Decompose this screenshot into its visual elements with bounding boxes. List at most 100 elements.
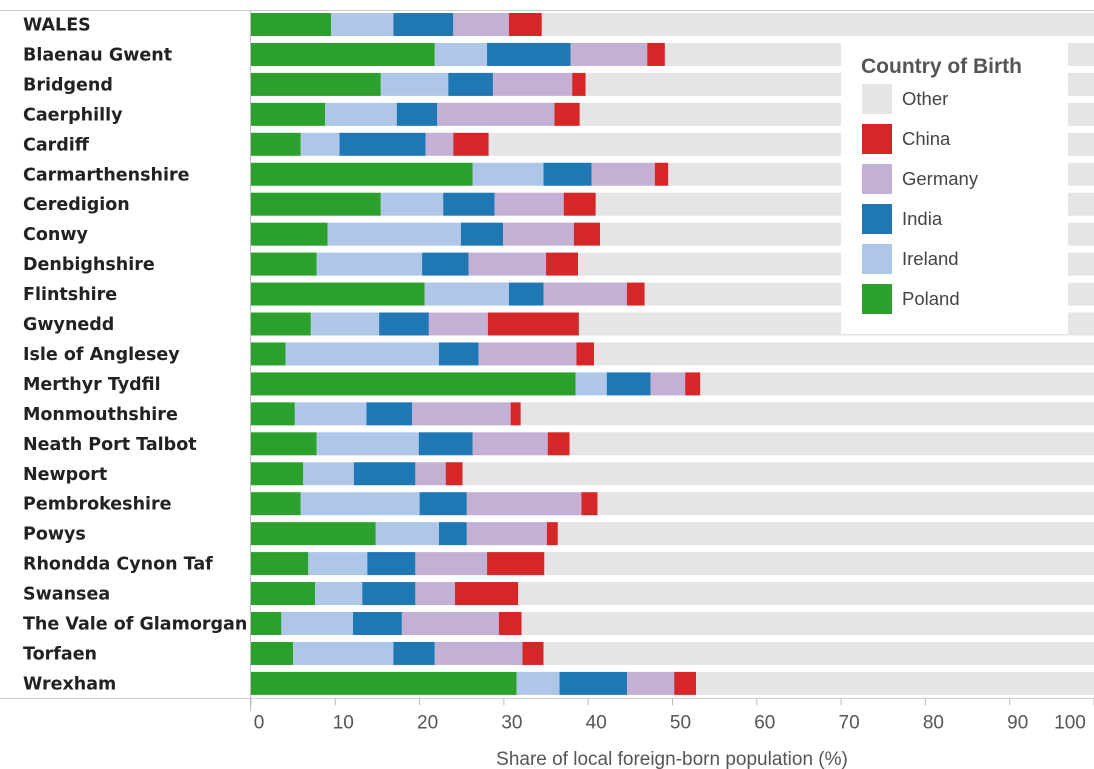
- category-label-the-vale-of-glamorgan: The Vale of Glamorgan: [23, 615, 247, 635]
- bar-segment-poland-gwynedd: [251, 312, 311, 336]
- legend-label-poland: Poland: [902, 288, 960, 309]
- bar-segment-germany-neath-port-talbot: [472, 432, 548, 456]
- bar-segment-poland-pembrokeshire: [251, 492, 301, 516]
- category-label-caerphilly: Caerphilly: [23, 105, 123, 125]
- category-label-conwy: Conwy: [23, 225, 88, 245]
- bar-segment-poland-caerphilly: [251, 102, 326, 126]
- bar-segment-germany-caerphilly: [437, 102, 555, 126]
- bar-segment-india-merthyr-tydfil: [606, 372, 651, 396]
- legend-label-other: Other: [902, 88, 948, 109]
- category-label-bridgend: Bridgend: [23, 75, 113, 95]
- bar-segment-poland-the-vale-of-glamorgan: [251, 612, 282, 635]
- bar-segment-china-gwynedd: [487, 312, 579, 336]
- category-labels: WALES Blaenau Gwent Bridgend Caerphilly Card…: [23, 16, 247, 695]
- bar-segment-china-merthyr-tydfil: [685, 372, 701, 396]
- bar-segment-india-ceredigion: [443, 192, 495, 216]
- bar-segment-india-wales: [393, 13, 454, 36]
- bar-segment-other-monmouthshire: [520, 402, 1094, 426]
- bar-segment-other-neath-port-talbot: [569, 432, 1094, 456]
- bar-segment-india-denbighshire: [422, 252, 469, 276]
- bar-segment-china-bridgend: [572, 72, 586, 96]
- bar-segment-india-torfaen: [393, 641, 435, 665]
- legend-swatch-china: [862, 124, 892, 154]
- legend-title: Country of Birth: [861, 55, 1022, 78]
- bar-segment-germany-monmouthshire: [412, 402, 511, 426]
- bar-segment-india-gwynedd: [379, 312, 429, 336]
- category-label-torfaen: Torfaen: [23, 644, 97, 664]
- bar-segment-poland-powys: [251, 522, 376, 546]
- bar-segment-poland-rhondda-cynon-taf: [251, 552, 309, 576]
- bar-segment-poland-wales: [251, 13, 332, 36]
- category-label-cardiff: Cardiff: [23, 135, 90, 155]
- bar-segment-ireland-bridgend: [380, 72, 449, 96]
- bar-segment-poland-denbighshire: [251, 252, 317, 276]
- bar-segment-ireland-cardiff: [300, 132, 340, 156]
- bar-segment-india-wrexham: [559, 671, 627, 695]
- bar-segment-poland-torfaen: [251, 641, 294, 665]
- bar-segment-china-flintshire: [626, 282, 645, 306]
- category-label-carmarthenshire: Carmarthenshire: [23, 165, 190, 185]
- bar-segment-india-caerphilly: [396, 102, 438, 126]
- category-label-merthyr-tydfil: Merthyr Tydfil: [23, 375, 161, 395]
- bar-segment-china-carmarthenshire: [654, 162, 669, 186]
- bar-segment-china-cardiff: [453, 132, 489, 156]
- bar-segment-other-the-vale-of-glamorgan: [521, 612, 1094, 635]
- bar-segment-ireland-the-vale-of-glamorgan: [281, 612, 353, 635]
- bar-segment-germany-wrexham: [626, 671, 675, 695]
- category-label-blaenau-gwent: Blaenau Gwent: [23, 45, 172, 65]
- bar-segment-china-denbighshire: [546, 252, 579, 276]
- x-tick-label-90: 90: [1007, 712, 1028, 733]
- bar-segment-poland-swansea: [251, 582, 316, 606]
- bar-segment-germany-isle-of-anglesey: [478, 342, 577, 366]
- bar-segment-ireland-flintshire: [424, 282, 509, 306]
- bar-segment-poland-wrexham: [251, 671, 517, 695]
- bar-segment-germany-gwynedd: [428, 312, 488, 336]
- bar-segment-ireland-gwynedd: [310, 312, 380, 336]
- bar-segment-ireland-isle-of-anglesey: [285, 342, 439, 366]
- category-label-gwynedd: Gwynedd: [23, 315, 114, 335]
- bar-segment-ireland-merthyr-tydfil: [575, 372, 607, 396]
- bar-segment-ireland-wales: [331, 13, 394, 36]
- legend-swatch-germany: [862, 164, 892, 194]
- bar-segment-germany-merthyr-tydfil: [650, 372, 686, 396]
- category-label-ceredigion: Ceredigion: [23, 195, 130, 215]
- bar-segment-china-neath-port-talbot: [547, 432, 570, 456]
- legend: Country of Birth Other China Germany India I…: [841, 38, 1068, 334]
- bar-segment-other-swansea: [518, 582, 1094, 606]
- bar-segment-ireland-monmouthshire: [294, 402, 367, 426]
- x-tick-label-0: 0: [254, 712, 265, 733]
- bar-segment-poland-conwy: [251, 222, 328, 246]
- bar-segment-china-the-vale-of-glamorgan: [498, 612, 522, 635]
- x-tick-label-100: 100: [1054, 712, 1086, 733]
- category-label-neath-port-talbot: Neath Port Talbot: [23, 435, 197, 455]
- bar-segment-poland-blaenau-gwent: [251, 42, 435, 66]
- bar-segment-india-monmouthshire: [366, 402, 413, 426]
- bar-segment-ireland-denbighshire: [316, 252, 423, 276]
- category-label-rhondda-cynon-taf: Rhondda Cynon Taf: [23, 555, 213, 575]
- legend-swatch-ireland: [862, 244, 892, 274]
- bar-segment-india-carmarthenshire: [543, 162, 592, 186]
- bar-segment-china-conwy: [573, 222, 600, 246]
- bar-segment-germany-newport: [415, 462, 446, 486]
- bar-segment-india-bridgend: [448, 72, 493, 96]
- bar-segment-germany-torfaen: [434, 641, 523, 665]
- category-label-wales: WALES: [23, 16, 91, 36]
- bar-segment-china-ceredigion: [563, 192, 596, 216]
- x-tick-label-80: 80: [923, 712, 944, 733]
- bar-segment-germany-powys: [466, 522, 547, 546]
- bar-segment-other-torfaen: [543, 641, 1094, 665]
- bars-layer: [251, 13, 1094, 695]
- bar-segment-poland-neath-port-talbot: [251, 432, 317, 456]
- bar-segment-india-isle-of-anglesey: [438, 342, 479, 366]
- legend-swatch-india: [862, 204, 892, 234]
- category-label-swansea: Swansea: [23, 585, 110, 605]
- bar-segment-ireland-powys: [375, 522, 439, 546]
- bar-segment-poland-newport: [251, 462, 304, 486]
- bar-segment-other-wrexham: [696, 671, 1094, 695]
- bar-segment-india-newport: [353, 462, 416, 486]
- bar-segment-ireland-swansea: [315, 582, 363, 606]
- category-label-isle-of-anglesey: Isle of Anglesey: [23, 345, 180, 365]
- bar-segment-china-isle-of-anglesey: [576, 342, 595, 366]
- bar-segment-china-powys: [546, 522, 558, 546]
- bar-segment-poland-cardiff: [251, 132, 301, 156]
